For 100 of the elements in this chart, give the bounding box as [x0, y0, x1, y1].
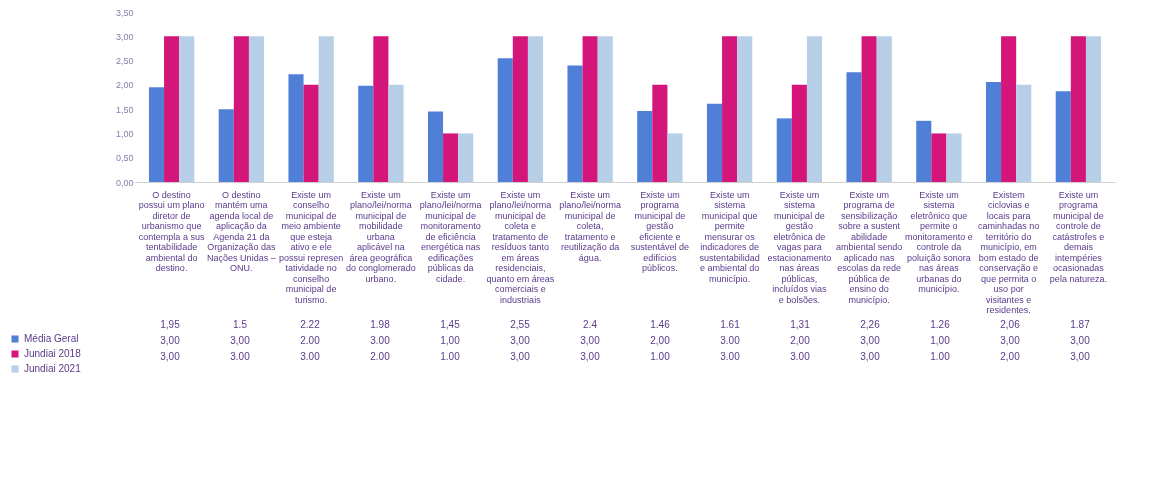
data-label: 3,00	[860, 351, 881, 362]
data-label: 3,00	[580, 335, 601, 346]
y-tick-label: 1,50	[115, 104, 134, 115]
data-label: 3,00	[510, 351, 531, 362]
data-label: 2.22	[300, 319, 321, 330]
bar	[1001, 36, 1017, 182]
data-label: 3.00	[720, 335, 741, 346]
bar	[916, 120, 932, 182]
data-label: 3.00	[370, 335, 391, 346]
x-tick-label: Existe um programa municipal de gestão eficiente e sustentável de edifícios públicos.	[630, 189, 689, 273]
bar	[218, 109, 234, 182]
bar	[1016, 84, 1032, 182]
bar	[652, 84, 668, 182]
data-label: 1.00	[650, 351, 671, 362]
y-tick-label: 2,50	[115, 56, 134, 67]
bar	[637, 111, 653, 182]
category-label: Existe um sistema municipal que permite mensurar os indicadores de sustentabilidade ambiental do município.	[699, 189, 760, 284]
data-label: 3,00	[510, 335, 531, 346]
data-label: 3,00	[580, 351, 601, 362]
y-tick-label: 1,00	[115, 128, 134, 139]
x-tick-label: O destino mantém uma agenda local de aplicação da Agenda 21 da Organização das Nações Unidas – ONU.	[207, 189, 276, 273]
category-label: Existe um plano/lei/norma municipal de mobilidade urbana aplicável na área geográfica do conglomerado urbano.	[346, 189, 416, 284]
data-label: 1,00	[930, 335, 951, 346]
bar	[985, 81, 1002, 182]
bar	[512, 36, 528, 182]
data-label: 1.87	[1070, 319, 1091, 330]
bar	[1055, 91, 1071, 182]
bar	[458, 133, 474, 182]
y-tick-label: 3,50	[115, 7, 134, 18]
category-label: Existe um programa de sensibilização sobre a sustentabilidade ambiental sendo aplicado nas escolas da rede pública de ensino do município.	[836, 189, 903, 305]
bar	[567, 65, 583, 182]
data-label: 1,31	[790, 319, 811, 330]
bar	[876, 36, 892, 182]
bar	[497, 58, 513, 182]
data-label: 1,45	[440, 319, 461, 330]
category-label: Existe um plano/lei/norma municipal de coleta e tratamento de resíduos tanto em áreas residenciais, quanto em áreas comerciais e industriais	[486, 189, 555, 305]
bar	[179, 36, 195, 182]
data-label: 3,00	[160, 335, 181, 346]
bar	[931, 133, 947, 182]
bar	[776, 118, 792, 182]
bar	[358, 85, 374, 182]
data-label: 3.00	[300, 351, 321, 362]
y-tick-label: 3,00	[115, 31, 134, 42]
x-tick-label: Existe um plano/lei/norma municipal de coleta, tratamento e reutilização da água.	[559, 189, 621, 263]
bar	[582, 36, 598, 182]
data-label: 1.5	[233, 319, 248, 330]
data-label: 3,00	[860, 335, 881, 346]
y-tick-label: 0,50	[115, 153, 134, 164]
bar	[148, 87, 165, 182]
data-label: 2,00	[650, 335, 671, 346]
bar	[388, 84, 404, 182]
data-label: 2.00	[300, 335, 321, 346]
data-label: 3,00	[230, 335, 251, 346]
data-label: 3.00	[230, 351, 251, 362]
bar	[791, 84, 807, 182]
bar	[1085, 36, 1102, 182]
legend-label: Média Geral	[24, 333, 79, 344]
data-label: 2.00	[370, 351, 391, 362]
data-label: 2,00	[1000, 351, 1021, 362]
bar	[806, 36, 823, 182]
data-label: 3,00	[1070, 351, 1091, 362]
category-label: Existem ciclovias e locais para caminhadas no território do município, em bom estado de conservação e que permita o uso por visitantes e residentes.	[978, 189, 1040, 315]
bar	[248, 36, 265, 182]
data-label: 1,95	[160, 319, 181, 330]
x-tick-label: O destino possui um plano diretor de urbanismo que contempla a sustentabilidade ambiental do destino.	[138, 189, 205, 273]
category-label: Existe um programa municipal de controle de catástrofes e demais intempéries ocasionadas pela natureza.	[1049, 189, 1107, 284]
bar	[846, 72, 862, 182]
legend-label: Jundiai 2018	[24, 348, 82, 359]
data-label: 3,00	[160, 351, 181, 362]
data-label: 2.4	[583, 319, 598, 330]
data-label: 1.46	[650, 319, 671, 330]
bar	[706, 103, 723, 182]
category-label: Existe um sistema municipal de gestão eletrônica de vagas para estacionamento nas áreas públicas, incluídos vias e bolsões.	[767, 189, 832, 305]
data-label: 1,00	[440, 335, 461, 346]
legend-label: Jundiai 2021	[24, 363, 82, 374]
bar	[861, 36, 877, 182]
category-label: Existe um plano/lei/norma municipal de monitoramento de eficiência energética nas edificações públicas da cidade.	[419, 189, 482, 284]
data-label: 2,00	[790, 335, 811, 346]
y-tick-label: 2,00	[115, 80, 134, 91]
bar	[527, 36, 544, 182]
bar	[233, 36, 249, 182]
data-label: 3.00	[790, 351, 811, 362]
data-label: 2,55	[510, 319, 531, 330]
category-label: Existe um conselho municipal de meio ambiente que esteja ativo e ele possui representatividade no conselho municipal de turismo.	[279, 189, 344, 305]
bar	[722, 36, 738, 182]
data-label: 1.61	[720, 319, 741, 330]
data-label: 1.00	[930, 351, 951, 362]
bar	[303, 84, 319, 182]
y-tick-label: 0,00	[115, 177, 134, 188]
data-label: 3,00	[1000, 335, 1021, 346]
bar	[164, 36, 180, 182]
category-label: Existe um sistema eletrônico que permite o monitoramento e controle da poluição sonora nas áreas urbanas do município.	[905, 189, 973, 294]
data-label: 2,06	[1000, 319, 1021, 330]
bar	[373, 36, 389, 182]
bar	[667, 133, 683, 182]
data-label: 1.00	[440, 351, 461, 362]
data-label: 1.26	[930, 319, 951, 330]
bar	[737, 36, 753, 182]
data-label: 3,00	[1070, 335, 1091, 346]
bar	[946, 133, 962, 182]
